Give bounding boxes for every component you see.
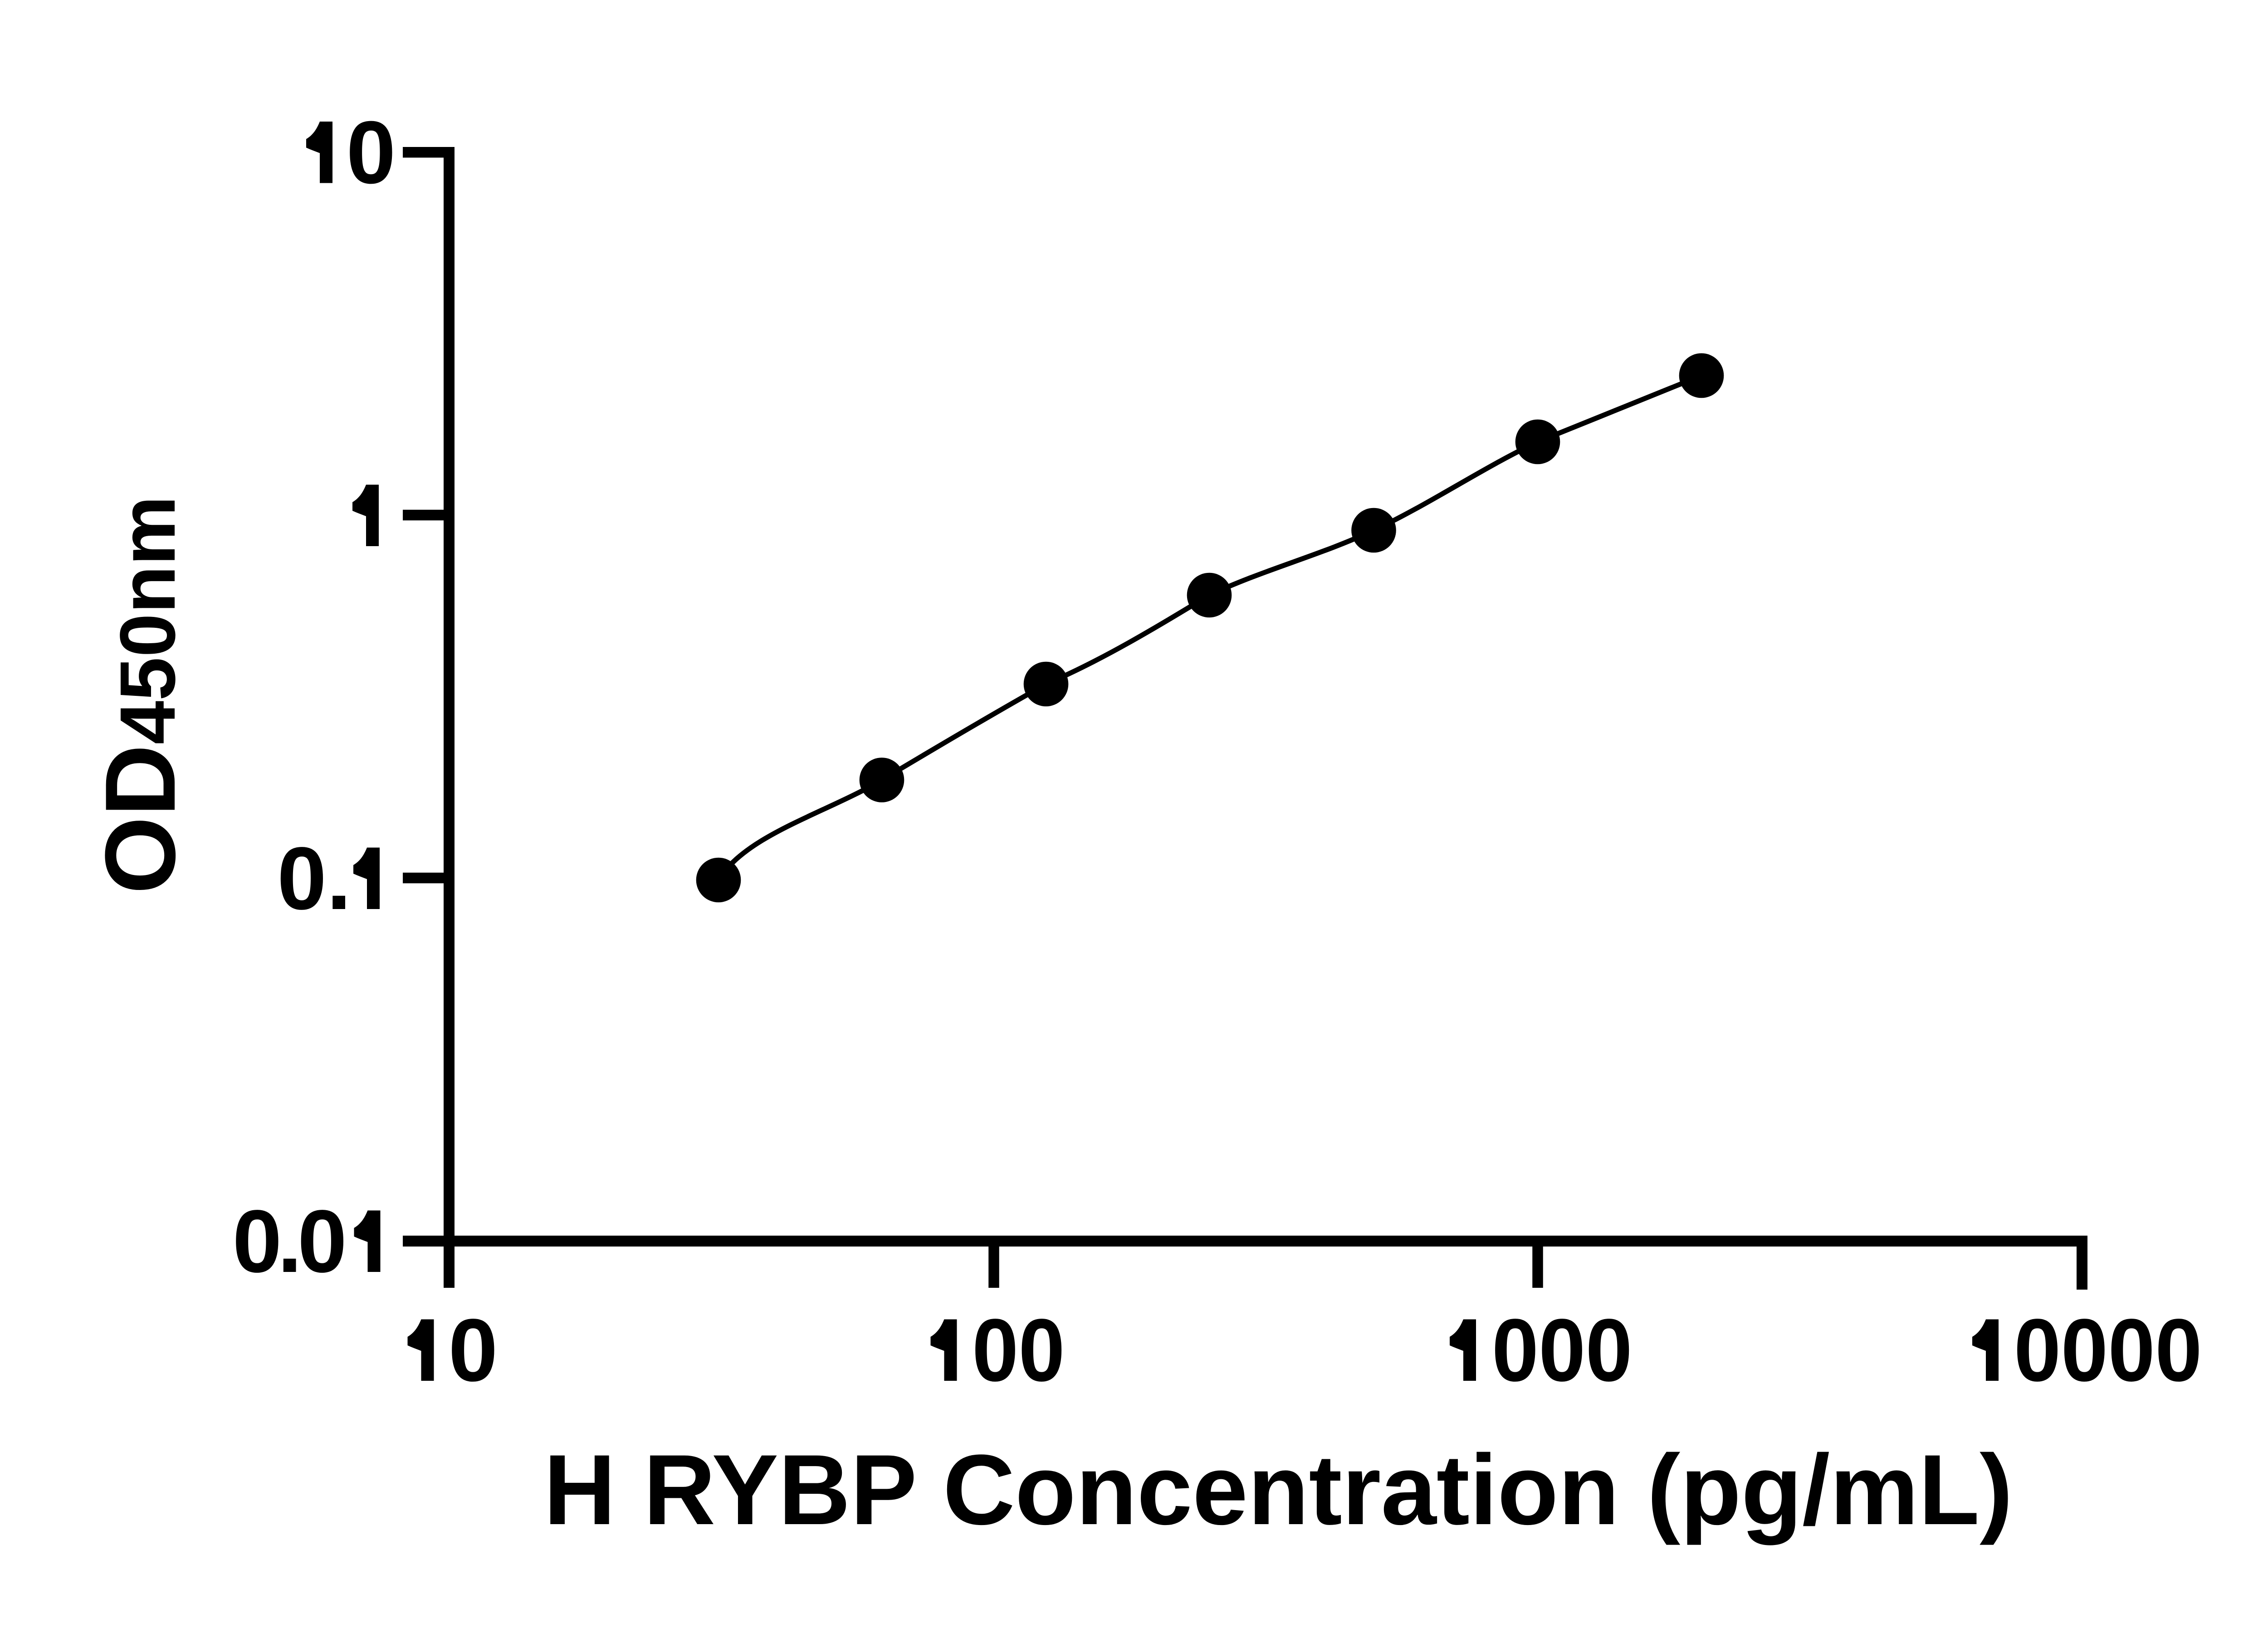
svg-text:OD450nm: OD450nm [84,496,196,894]
svg-text:000: 000 [1492,1301,1633,1400]
svg-text:H RYBP Concentration (pg/mL): H RYBP Concentration (pg/mL) [544,1434,2013,1545]
svg-text:0: 0 [448,1301,498,1400]
svg-text:0.0: 0.0 [233,1192,343,1291]
svg-text:00: 00 [972,1301,1065,1400]
svg-text:0000: 0000 [2014,1301,2202,1400]
svg-text:0: 0 [346,103,396,202]
svg-text:0.: 0. [277,829,351,928]
